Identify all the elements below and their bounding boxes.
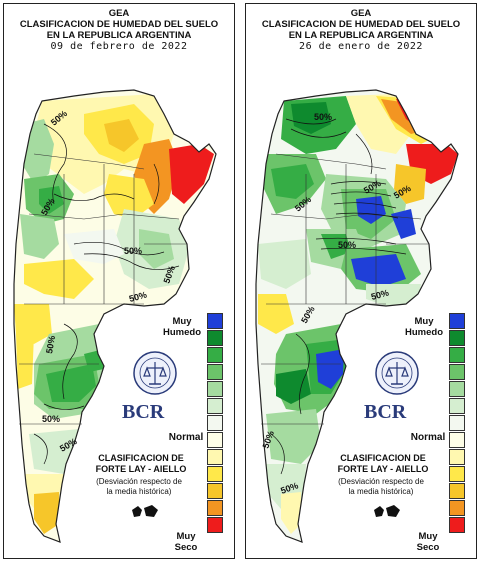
bcr-seal-icon	[375, 351, 419, 395]
contour-label: 50%	[370, 288, 390, 302]
classification-title: CLASIFICACION DE FORTE LAY - AIELLO	[86, 453, 196, 475]
bcr-logo-text: BCR	[364, 401, 407, 423]
legend-mid-label: Normal	[410, 432, 446, 443]
legend-class-cell	[207, 483, 223, 499]
classification-line2: FORTE LAY - AIELLO	[337, 464, 429, 474]
classification-line1: CLASIFICACION DE	[98, 453, 184, 463]
legend-mid-label: Normal	[168, 432, 204, 443]
legend-bottom-label: Muy Seco	[416, 531, 440, 553]
legend-class-cell	[207, 330, 223, 346]
map-title-line2: EN LA REPUBLICA ARGENTINA	[288, 30, 434, 41]
map-date: 09 de febrero de 2022	[50, 41, 188, 52]
map-title-line1: CLASIFICACION DE HUMEDAD DEL SUELO	[261, 19, 461, 30]
map-date: 26 de enero de 2022	[299, 41, 423, 52]
classification-line1: CLASIFICACION DE	[340, 453, 426, 463]
legend-class-cell	[207, 313, 223, 329]
note-line1: (Desviación respecto de	[96, 477, 182, 486]
legend-class-cell	[449, 500, 465, 516]
classification-note: (Desviación respecto de la media históri…	[326, 477, 436, 497]
agency-name: GEA	[350, 8, 372, 19]
contour-label: 50%	[128, 290, 148, 304]
legend-class-cell	[449, 330, 465, 346]
malvinas-islands-icon	[374, 505, 400, 517]
legend-class-cell	[207, 415, 223, 431]
legend-bottom-label: Muy Seco	[174, 531, 198, 553]
legend-class-cell	[449, 483, 465, 499]
contour-label: 50%	[44, 335, 57, 354]
contour-label: 50%	[338, 240, 356, 250]
classification-title: CLASIFICACION DE FORTE LAY - AIELLO	[328, 453, 438, 475]
map-panel-feb09: 50% 50% 50% 50% 50% 50% 50% 50% GEA CLAS…	[3, 3, 235, 559]
legend-class-cell	[207, 398, 223, 414]
legend-top-label: Muy Humedo	[405, 316, 443, 338]
map-header: GEA CLASIFICACION DE HUMEDAD DEL SUELO E…	[246, 8, 476, 52]
bcr-logo-text: BCR	[122, 401, 165, 423]
malvinas-islands-icon	[132, 505, 158, 517]
legend-class-cell	[449, 517, 465, 533]
legend-class-cell	[207, 432, 223, 448]
legend-class-cell	[449, 398, 465, 414]
soil-moisture-map-feb09: 50% 50% 50% 50% 50% 50% 50% 50%	[13, 89, 217, 543]
bcr-seal-icon	[133, 351, 177, 395]
legend-class-cell	[449, 381, 465, 397]
map-title-line1: CLASIFICACION DE HUMEDAD DEL SUELO	[19, 19, 219, 30]
note-line2: la media histórica)	[106, 487, 172, 496]
soil-moisture-map-jan26: 50% 50% 50% 50% 50% 50% 50% 50% 50%	[255, 89, 459, 543]
legend-class-cell	[207, 347, 223, 363]
note-line2: la media histórica)	[348, 487, 414, 496]
legend-class-cell	[449, 432, 465, 448]
legend-class-cell	[449, 313, 465, 329]
legend-class-cell	[449, 347, 465, 363]
legend-class-cell	[449, 415, 465, 431]
contour-label: 50%	[42, 414, 60, 424]
contour-label: 50%	[124, 246, 142, 256]
agency-name: GEA	[108, 8, 130, 19]
classification-note: (Desviación respecto de la media históri…	[84, 477, 194, 497]
map-title-line2: EN LA REPUBLICA ARGENTINA	[46, 30, 192, 41]
map-header: GEA CLASIFICACION DE HUMEDAD DEL SUELO E…	[4, 8, 234, 52]
contour-label: 50%	[314, 112, 332, 122]
legend-class-cell	[449, 449, 465, 465]
legend-class-cell	[207, 500, 223, 516]
legend-class-cell	[207, 466, 223, 482]
note-line1: (Desviación respecto de	[338, 477, 424, 486]
map-panel-jan26: 50% 50% 50% 50% 50% 50% 50% 50% 50% GEA …	[245, 3, 477, 559]
legend-top-label: Muy Humedo	[163, 316, 201, 338]
legend-class-cell	[207, 517, 223, 533]
legend-class-cell	[207, 449, 223, 465]
legend-class-cell	[449, 364, 465, 380]
legend-class-cell	[207, 381, 223, 397]
legend-class-cell	[449, 466, 465, 482]
classification-line2: FORTE LAY - AIELLO	[95, 464, 187, 474]
legend-class-cell	[207, 364, 223, 380]
